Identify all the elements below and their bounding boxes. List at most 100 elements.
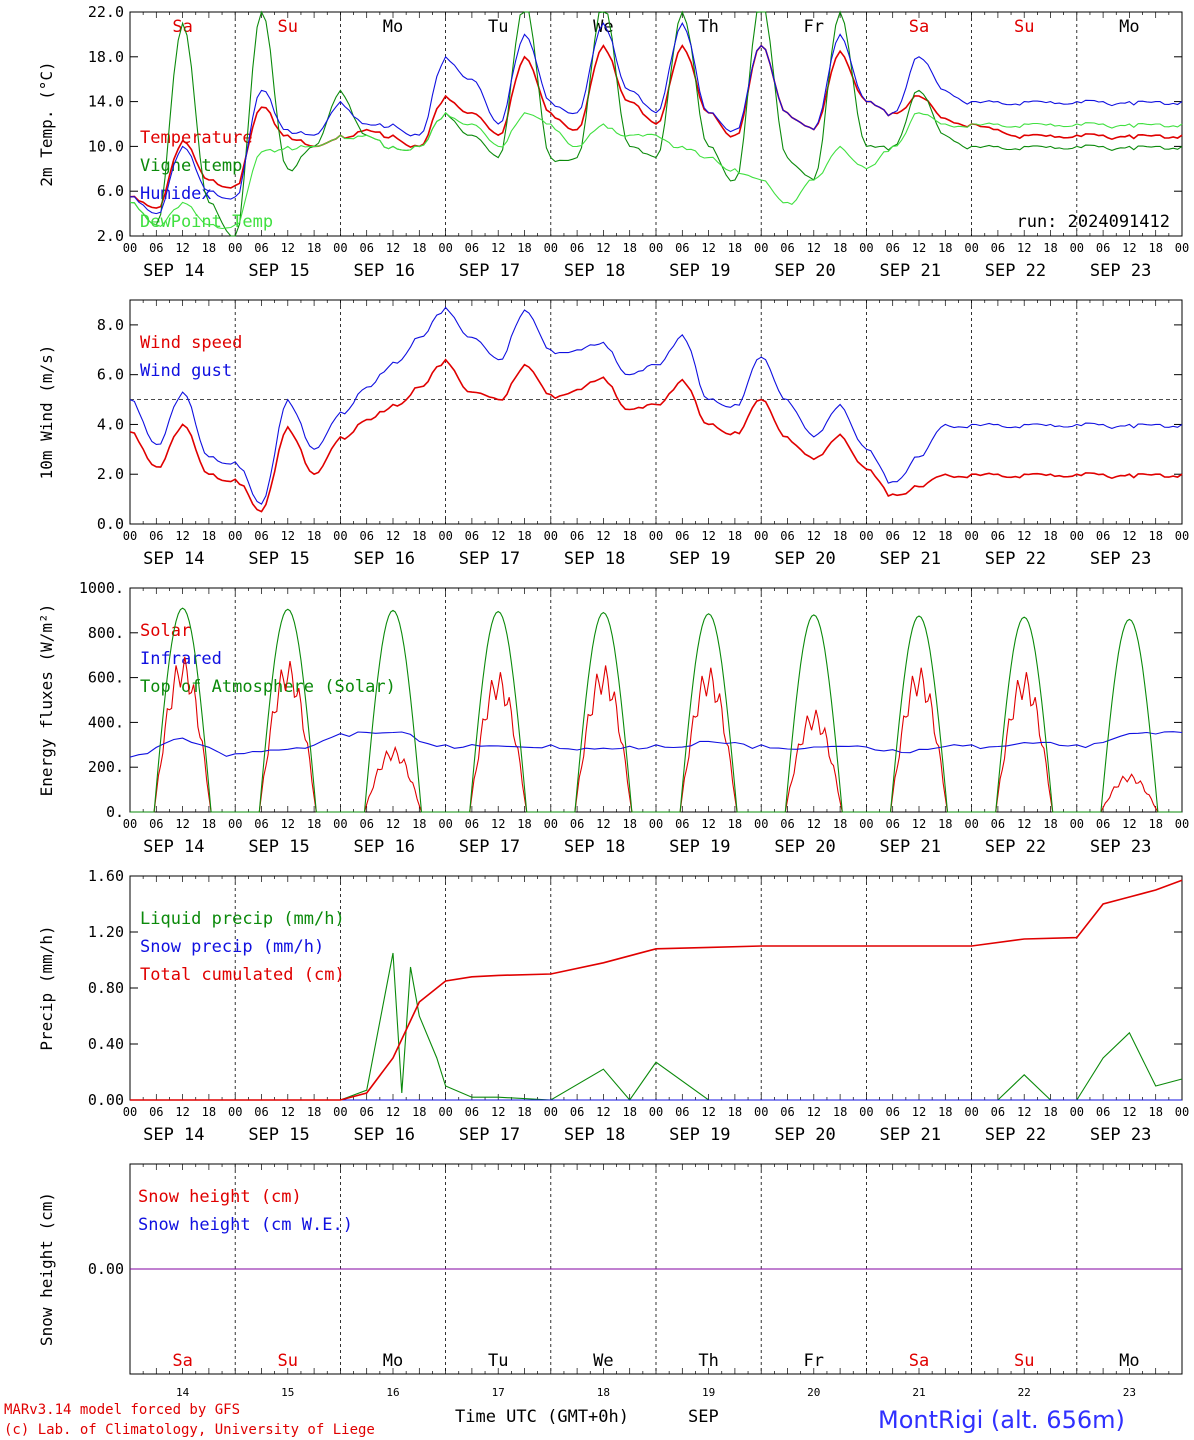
hour-tick-label: 12 xyxy=(912,817,926,831)
legend-entry: Snow height (cm) xyxy=(138,1187,302,1207)
hour-tick-label: 06 xyxy=(465,817,479,831)
day-name-label: Su xyxy=(1014,17,1034,37)
y-axis-label: Energy fluxes (W/m²) xyxy=(37,604,56,797)
hour-tick-label: 00 xyxy=(649,529,663,543)
y-tick-label: 2.0 xyxy=(97,465,124,483)
day-number-label: 20 xyxy=(807,1386,820,1399)
hour-tick-label: 12 xyxy=(912,529,926,543)
panels: 2.0 6.0 10.0 14.0 18.0 22.0 2m Temp. (°C) Sa Su M… xyxy=(37,3,1189,1399)
hour-tick-label: 00 xyxy=(438,817,452,831)
date-label: SEP 19 xyxy=(669,549,730,569)
series-line xyxy=(130,607,1182,813)
hour-tick-label: 12 xyxy=(1017,241,1031,255)
hour-tick-label: 06 xyxy=(885,241,899,255)
hour-tick-label: 06 xyxy=(254,241,268,255)
hour-tick-label: 12 xyxy=(807,817,821,831)
hour-tick-label: 18 xyxy=(833,529,847,543)
date-label: SEP 22 xyxy=(985,549,1046,569)
hour-tick-label: 12 xyxy=(281,529,295,543)
series-line xyxy=(129,44,1183,209)
hour-tick-label: 06 xyxy=(149,529,163,543)
day-name-label: Fr xyxy=(804,1351,824,1371)
date-label: SEP 23 xyxy=(1090,261,1151,281)
hour-tick-label: 06 xyxy=(991,1105,1005,1119)
hour-tick-label: 06 xyxy=(780,241,794,255)
y-tick-label: 1.60 xyxy=(88,867,124,885)
hour-tick-label: 12 xyxy=(701,1105,715,1119)
hour-tick-label: 12 xyxy=(807,241,821,255)
hour-tick-label: 18 xyxy=(1148,241,1162,255)
hour-tick-label: 12 xyxy=(175,817,189,831)
hour-tick-label: 06 xyxy=(359,529,373,543)
hour-tick-label: 18 xyxy=(833,241,847,255)
hour-tick-label: 18 xyxy=(202,1105,216,1119)
date-label: SEP 14 xyxy=(143,549,204,569)
hour-tick-label: 18 xyxy=(833,817,847,831)
y-tick-label: 1.20 xyxy=(88,923,124,941)
hour-tick-label: 18 xyxy=(728,1105,742,1119)
hour-tick-label: 00 xyxy=(438,1105,452,1119)
date-label: SEP 19 xyxy=(669,261,730,281)
date-label: SEP 21 xyxy=(880,1125,941,1145)
hour-tick-label: 18 xyxy=(622,1105,636,1119)
hour-tick-label: 18 xyxy=(1043,529,1057,543)
day-number-label: 14 xyxy=(176,1386,190,1399)
date-label: SEP 15 xyxy=(248,1125,309,1145)
hour-tick-label: 00 xyxy=(544,817,558,831)
hour-tick-label: 12 xyxy=(281,817,295,831)
hour-tick-label: 06 xyxy=(570,241,584,255)
lab-credit: (c) Lab. of Climatology, University of L… xyxy=(4,1422,375,1438)
hour-tick-label: 18 xyxy=(622,529,636,543)
hour-tick-label: 12 xyxy=(491,529,505,543)
y-tick-label: 0.40 xyxy=(88,1035,124,1053)
day-name-label: Mo xyxy=(383,17,403,37)
hour-tick-label: 18 xyxy=(517,529,531,543)
hour-tick-label: 18 xyxy=(1148,817,1162,831)
y-tick-label: 200. xyxy=(88,758,124,776)
plot-frame xyxy=(129,299,1183,525)
hour-tick-label: 00 xyxy=(333,241,347,255)
day-number-label: 22 xyxy=(1018,1386,1031,1399)
hour-tick-label: 06 xyxy=(675,1105,689,1119)
date-label: SEP 21 xyxy=(880,261,941,281)
date-label: SEP 14 xyxy=(143,837,204,857)
hour-tick-label: 00 xyxy=(964,1105,978,1119)
hour-tick-label: 06 xyxy=(885,817,899,831)
legend-entry: Humidex xyxy=(140,184,212,204)
date-label: SEP 21 xyxy=(880,837,941,857)
hour-tick-label: 12 xyxy=(281,241,295,255)
legend-entry: Total cumulated (cm) xyxy=(140,965,345,985)
day-name-label: Su xyxy=(278,1351,298,1371)
date-label: SEP 14 xyxy=(143,1125,204,1145)
hour-tick-label: 06 xyxy=(254,529,268,543)
day-name-label: Su xyxy=(278,17,298,37)
date-label: SEP 21 xyxy=(880,549,941,569)
hour-tick-label: 00 xyxy=(1070,817,1084,831)
date-label: SEP 20 xyxy=(774,549,835,569)
hour-tick-label: 00 xyxy=(649,817,663,831)
hour-tick-label: 00 xyxy=(333,1105,347,1119)
station-name: MontRigi (alt. 656m) xyxy=(878,1406,1125,1434)
legend-entry: Wind speed xyxy=(140,333,242,353)
day-name-label: Mo xyxy=(383,1351,403,1371)
hour-tick-label: 06 xyxy=(254,1105,268,1119)
hour-tick-label: 18 xyxy=(1043,241,1057,255)
hour-tick-label: 12 xyxy=(491,241,505,255)
hour-tick-label: 06 xyxy=(149,817,163,831)
hour-tick-label: 06 xyxy=(570,1105,584,1119)
y-tick-label: 0.80 xyxy=(88,979,124,997)
hour-tick-label: 18 xyxy=(938,817,952,831)
hour-tick-label: 00 xyxy=(333,817,347,831)
plot-frame xyxy=(129,587,1183,813)
y-tick-label: 10.0 xyxy=(88,137,124,155)
y-tick-label: 0.0 xyxy=(97,515,124,533)
hour-tick-label: 06 xyxy=(359,817,373,831)
day-number-label: 21 xyxy=(912,1386,925,1399)
hour-tick-label: 00 xyxy=(123,1105,137,1119)
hour-tick-label: 18 xyxy=(728,817,742,831)
day-number-label: 15 xyxy=(281,1386,294,1399)
model-credit: MARv3.14 model forced by GFS xyxy=(4,1402,240,1418)
y-tick-label: 8.0 xyxy=(97,316,124,334)
hour-tick-label: 06 xyxy=(991,529,1005,543)
date-label: SEP 17 xyxy=(459,1125,520,1145)
